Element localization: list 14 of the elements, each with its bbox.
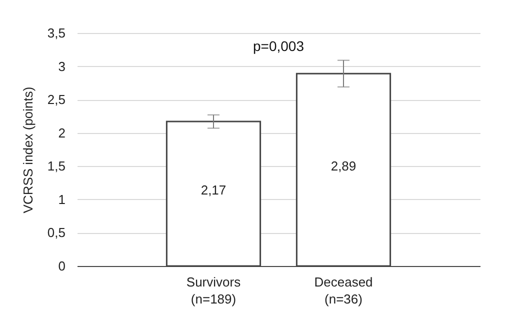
y-tick-label: 2 (58, 125, 66, 140)
y-tick-label: 3 (58, 58, 66, 74)
y-tick-label: 2,5 (47, 92, 66, 108)
data-label: 2,17 (200, 182, 226, 198)
x-tick-label: Deceased (n=36) (314, 274, 373, 306)
y-tick-label: 0 (58, 258, 66, 274)
y-axis-title: VCRSS index (points) (20, 86, 36, 214)
y-tick-label: 3,5 (47, 26, 66, 40)
data-label: 2,89 (330, 158, 356, 174)
y-tick-label: 1 (58, 192, 66, 207)
annotation: p=0,003 (253, 38, 304, 54)
y-tick-label: 0,5 (47, 225, 66, 240)
y-tick-label: 1,5 (47, 158, 66, 174)
x-tick-label: Survivors (n=189) (186, 274, 242, 306)
